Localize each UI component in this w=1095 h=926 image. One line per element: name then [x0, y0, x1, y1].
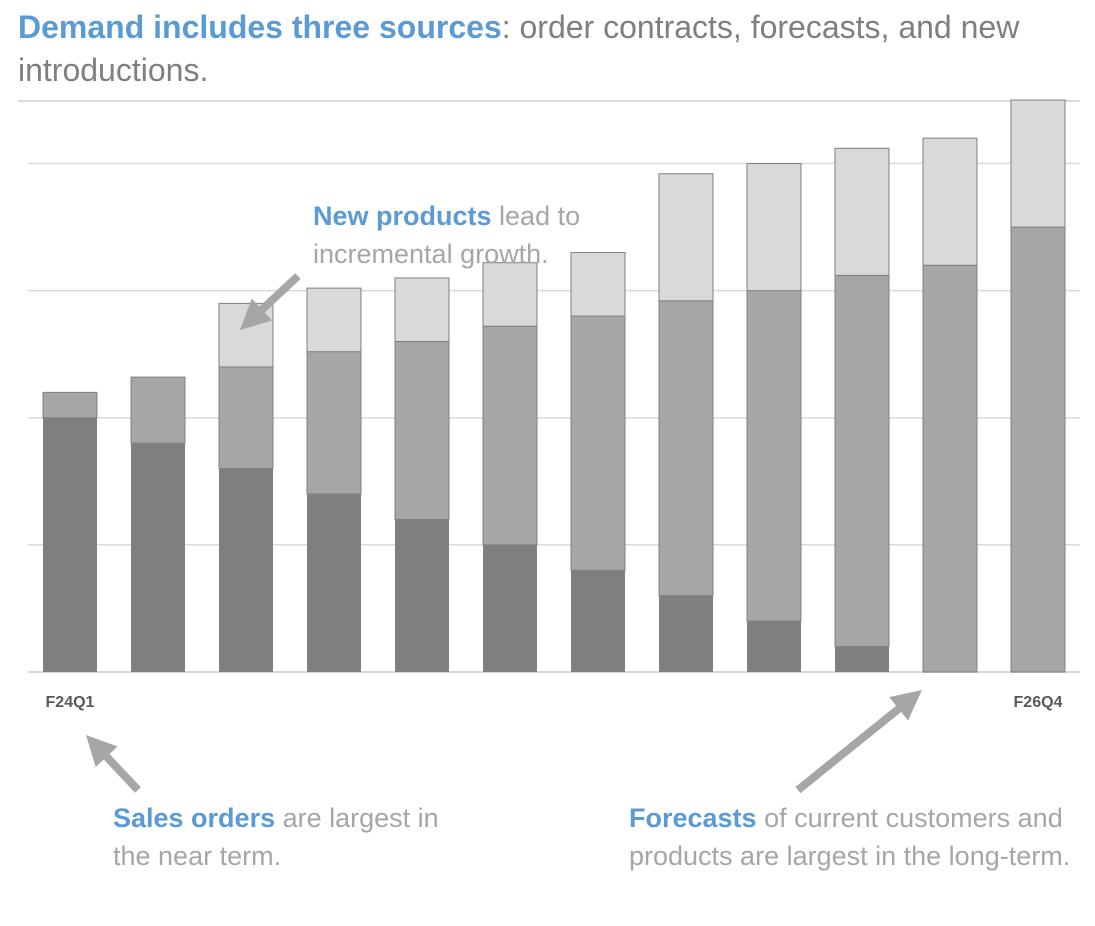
- bar-forecasts-10: [834, 274, 890, 648]
- bar-sales-orders-4: [307, 494, 361, 672]
- callout-new-products-text: lead to incremental growth.: [313, 201, 581, 269]
- bar-forecasts-12: [1010, 226, 1066, 673]
- title-highlight: Demand includes three sources: [18, 9, 502, 45]
- bar-sales-orders-10: [835, 646, 889, 672]
- bar-forecasts-3: [218, 366, 274, 470]
- x-tick-label: F26Q4: [1014, 694, 1063, 711]
- bar-forecasts-2: [130, 376, 186, 444]
- arrow-sales-orders-icon: [86, 735, 141, 793]
- bar-forecasts-1: [42, 391, 98, 419]
- callout-new-products: New products lead to incremental growth.: [313, 197, 643, 273]
- x-tick-label: F24Q1: [46, 694, 95, 711]
- arrow-forecasts-icon-shaft: [795, 705, 902, 794]
- bar-sales-orders-6: [483, 544, 537, 672]
- bar-new-products-6: [482, 262, 538, 327]
- arrow-new-products-icon-shaft: [259, 273, 301, 313]
- bar-new-products-11: [922, 137, 978, 266]
- bar-new-products-9: [746, 163, 802, 292]
- callout-forecasts-highlight: Forecasts: [629, 803, 757, 833]
- bar-forecasts-8: [658, 300, 714, 597]
- bar-sales-orders-2: [131, 443, 185, 672]
- bar-forecasts-7: [570, 315, 626, 571]
- bar-sales-orders-8: [659, 595, 713, 672]
- callout-sales-orders: Sales orders are largest in the near ter…: [113, 799, 473, 875]
- bar-forecasts-6: [482, 325, 538, 546]
- arrow-forecasts-icon: [795, 690, 922, 794]
- bar-forecasts-5: [394, 341, 450, 520]
- bar-new-products-8: [658, 173, 714, 302]
- callout-sales-orders-text: are largest in the near term.: [113, 803, 439, 871]
- title-divider: [18, 100, 1080, 102]
- bar-forecasts-4: [306, 351, 362, 495]
- callout-sales-orders-highlight: Sales orders: [113, 803, 276, 833]
- bar-sales-orders-3: [219, 468, 273, 672]
- bar-new-products-12: [1010, 99, 1066, 228]
- bar-forecasts-9: [746, 290, 802, 622]
- arrow-new-products-icon: [240, 273, 301, 330]
- bar-new-products-7: [570, 252, 626, 317]
- arrow-sales-orders-icon-shaft: [103, 754, 141, 793]
- bar-sales-orders-5: [395, 519, 449, 672]
- title-rest: : order contracts, forecasts, and new in…: [18, 9, 1020, 88]
- arrow-forecasts-icon-head: [889, 690, 922, 721]
- arrow-new-products-icon-head: [240, 298, 273, 330]
- bar-sales-orders-1: [43, 417, 97, 672]
- arrow-sales-orders-icon-head: [86, 735, 118, 768]
- page-title: Demand includes three sources: order con…: [18, 6, 1078, 92]
- bar-new-products-10: [834, 147, 890, 276]
- bar-new-products-5: [394, 277, 450, 343]
- bar-sales-orders-9: [747, 621, 801, 672]
- callout-forecasts-text: of current customers and products are la…: [629, 803, 1071, 871]
- callout-forecasts: Forecasts of current customers and produ…: [629, 799, 1079, 875]
- bar-new-products-4: [306, 287, 362, 353]
- callout-new-products-highlight: New products: [313, 201, 492, 231]
- bar-sales-orders-7: [571, 570, 625, 672]
- bar-forecasts-11: [922, 264, 978, 673]
